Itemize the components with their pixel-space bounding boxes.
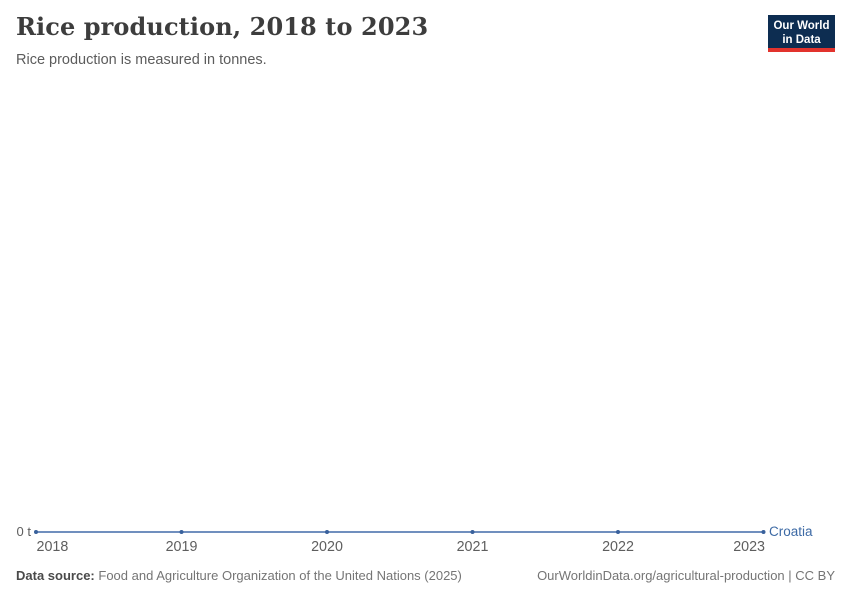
x-axis-tick-label: 2023: [733, 539, 765, 555]
logo-line-2: in Data: [782, 34, 821, 46]
attribution-text[interactable]: OurWorldinData.org/agricultural-producti…: [537, 568, 835, 583]
x-axis-tick-label: 2019: [166, 539, 198, 555]
x-axis-tick-label: 2020: [311, 539, 343, 555]
logo-accent-bar: [768, 48, 835, 52]
x-axis-tick-label: 2021: [457, 539, 489, 555]
data-point-2019[interactable]: [179, 530, 184, 534]
page-title: Rice production, 2018 to 2023: [16, 12, 429, 41]
series-label-croatia[interactable]: Croatia: [769, 524, 813, 539]
chart-plot-area: 2018 2019 2020 2021 2022 2023: [34, 530, 766, 555]
data-source-text: Food and Agriculture Organization of the…: [98, 568, 462, 583]
data-point-2021[interactable]: [470, 530, 475, 534]
data-point-2018[interactable]: [34, 530, 38, 534]
data-point-2020[interactable]: [325, 530, 329, 534]
owid-logo: Our World in Data: [768, 15, 835, 52]
data-point-2022[interactable]: [616, 530, 620, 534]
logo-line-1: Our World: [773, 20, 830, 32]
data-source-label: Data source:: [16, 568, 95, 583]
data-source-line: Data source: Food and Agriculture Organi…: [16, 568, 462, 583]
x-axis-tick-label: 2022: [602, 539, 634, 555]
y-axis-tick-label: 0 t: [16, 524, 31, 539]
x-axis-tick-label: 2018: [37, 539, 69, 555]
chart-footer: Data source: Food and Agriculture Organi…: [16, 568, 835, 583]
data-point-2023[interactable]: [761, 530, 766, 534]
chart-subtitle: Rice production is measured in tonnes.: [16, 52, 267, 68]
